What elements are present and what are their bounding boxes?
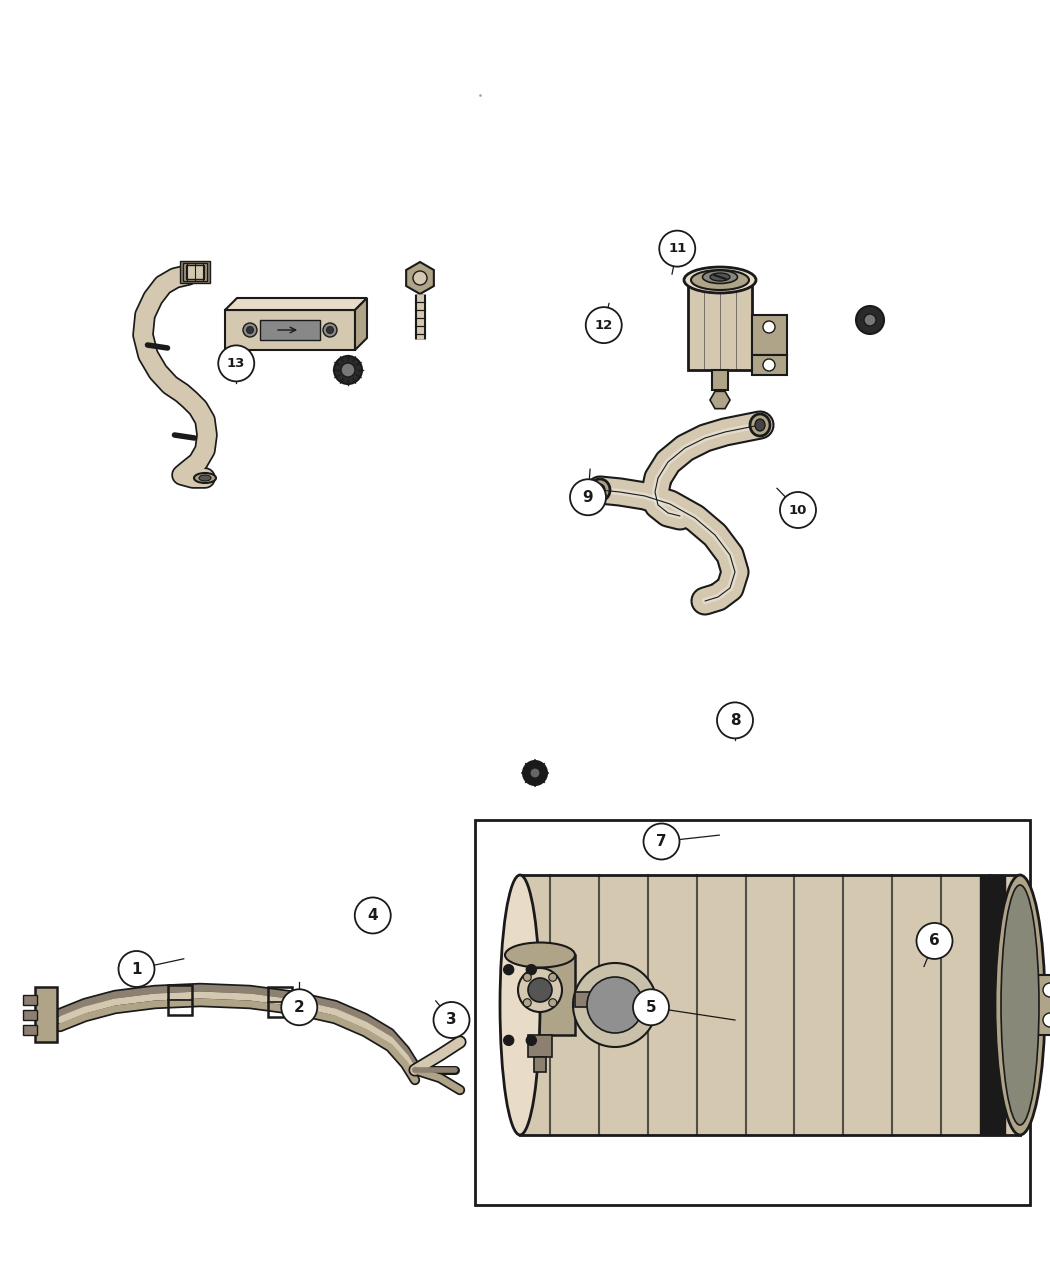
Bar xyxy=(186,265,204,279)
Circle shape xyxy=(523,998,531,1007)
Bar xyxy=(260,320,320,340)
Bar xyxy=(1038,975,1050,1035)
Ellipse shape xyxy=(710,273,730,281)
Circle shape xyxy=(434,1002,469,1038)
Bar xyxy=(752,315,788,354)
Bar xyxy=(475,820,1030,1205)
Bar xyxy=(180,261,210,283)
Circle shape xyxy=(218,346,254,381)
Circle shape xyxy=(570,479,606,515)
Circle shape xyxy=(523,973,531,982)
Circle shape xyxy=(413,272,427,286)
Text: 13: 13 xyxy=(227,357,246,370)
Circle shape xyxy=(780,492,816,528)
Text: 8: 8 xyxy=(730,713,740,728)
Circle shape xyxy=(644,824,679,859)
Bar xyxy=(575,992,593,1007)
Circle shape xyxy=(1043,983,1050,997)
Bar xyxy=(23,1010,37,1020)
Circle shape xyxy=(763,321,775,333)
Circle shape xyxy=(528,978,552,1002)
Circle shape xyxy=(549,973,556,982)
Text: 11: 11 xyxy=(668,242,687,255)
Circle shape xyxy=(856,306,884,334)
Circle shape xyxy=(281,989,317,1025)
Polygon shape xyxy=(225,298,368,310)
Circle shape xyxy=(341,363,355,377)
Circle shape xyxy=(917,923,952,959)
Polygon shape xyxy=(355,298,368,351)
Circle shape xyxy=(530,768,540,778)
Bar xyxy=(23,1025,37,1035)
Circle shape xyxy=(334,356,362,384)
Ellipse shape xyxy=(750,414,770,436)
Polygon shape xyxy=(406,261,434,295)
Bar xyxy=(688,280,752,370)
Bar xyxy=(534,1057,546,1072)
Circle shape xyxy=(587,977,643,1033)
Circle shape xyxy=(504,1035,513,1046)
Ellipse shape xyxy=(200,476,211,481)
Circle shape xyxy=(523,761,547,785)
Bar xyxy=(980,875,1005,1135)
Circle shape xyxy=(526,965,537,974)
Polygon shape xyxy=(710,391,730,409)
Ellipse shape xyxy=(595,484,605,496)
Bar xyxy=(752,354,788,375)
Circle shape xyxy=(549,998,556,1007)
Ellipse shape xyxy=(995,875,1045,1135)
Ellipse shape xyxy=(684,266,756,293)
Ellipse shape xyxy=(755,419,765,431)
Bar xyxy=(520,875,1020,1135)
Circle shape xyxy=(526,1035,537,1046)
Circle shape xyxy=(518,968,562,1012)
Text: 9: 9 xyxy=(583,490,593,505)
Ellipse shape xyxy=(327,326,334,334)
Circle shape xyxy=(659,231,695,266)
Text: 6: 6 xyxy=(929,933,940,949)
Text: 2: 2 xyxy=(294,1000,304,1015)
Ellipse shape xyxy=(1001,885,1040,1125)
Circle shape xyxy=(633,989,669,1025)
Ellipse shape xyxy=(590,479,610,501)
Circle shape xyxy=(717,703,753,738)
Ellipse shape xyxy=(702,270,737,283)
Text: 10: 10 xyxy=(789,504,807,516)
Bar xyxy=(183,263,207,280)
Bar xyxy=(168,986,192,1015)
Circle shape xyxy=(119,951,154,987)
Bar xyxy=(712,370,728,390)
Text: 7: 7 xyxy=(656,834,667,849)
Text: 12: 12 xyxy=(594,319,613,332)
Bar xyxy=(225,310,355,351)
Bar xyxy=(23,994,37,1005)
Circle shape xyxy=(1043,1014,1050,1026)
Bar xyxy=(268,987,292,1017)
Text: 5: 5 xyxy=(646,1000,656,1015)
Bar xyxy=(528,1035,552,1057)
Circle shape xyxy=(504,965,513,974)
Ellipse shape xyxy=(247,326,253,334)
Circle shape xyxy=(864,314,876,326)
Ellipse shape xyxy=(243,323,257,337)
Bar xyxy=(35,987,57,1042)
Ellipse shape xyxy=(505,942,575,968)
Text: 3: 3 xyxy=(446,1012,457,1028)
Ellipse shape xyxy=(500,875,540,1135)
Ellipse shape xyxy=(194,473,216,483)
Text: 4: 4 xyxy=(368,908,378,923)
Ellipse shape xyxy=(323,323,337,337)
Bar xyxy=(505,955,575,1035)
Circle shape xyxy=(763,360,775,371)
Circle shape xyxy=(355,898,391,933)
Ellipse shape xyxy=(691,270,749,289)
Circle shape xyxy=(573,963,657,1047)
Circle shape xyxy=(586,307,622,343)
Text: 1: 1 xyxy=(131,961,142,977)
